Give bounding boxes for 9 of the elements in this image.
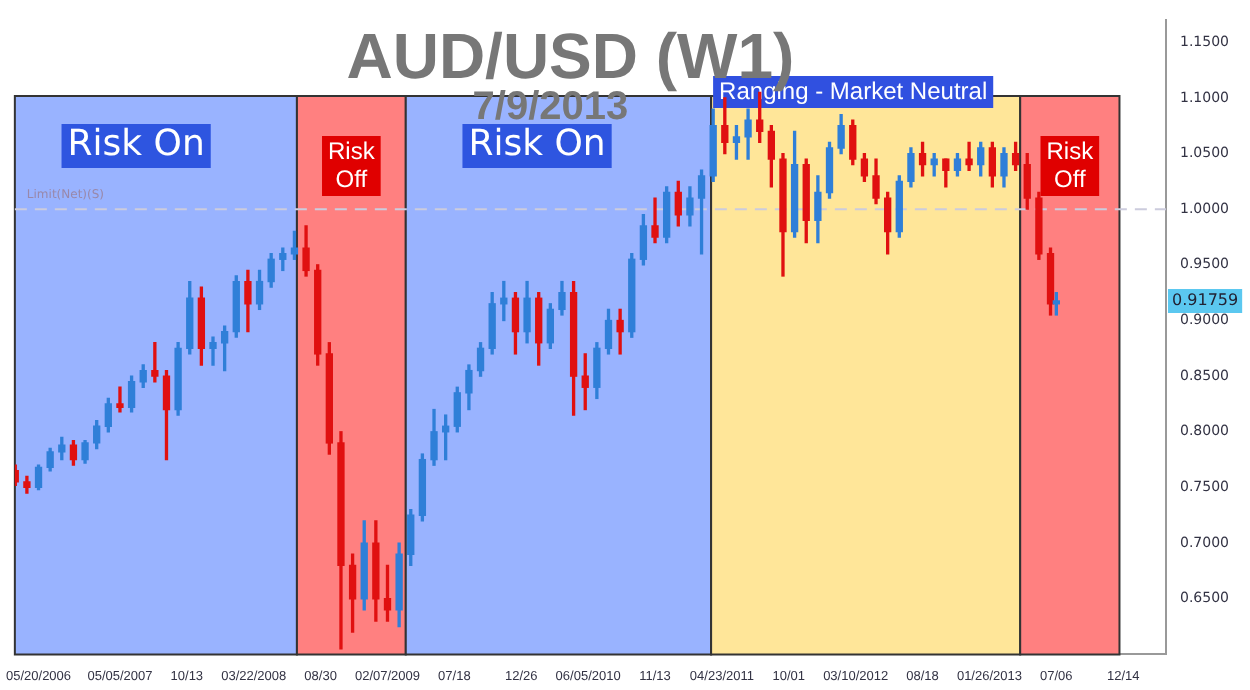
candlestick [965,141,973,171]
band-label: Risk Off [328,136,377,193]
candlestick [151,342,159,383]
text: 0.91759 [1172,291,1239,310]
candlestick [209,336,217,366]
band-label: Risk On [67,123,205,166]
candlestick [116,386,124,413]
band-label: Risk Off [1046,136,1096,193]
band-label: Risk On [468,123,606,166]
